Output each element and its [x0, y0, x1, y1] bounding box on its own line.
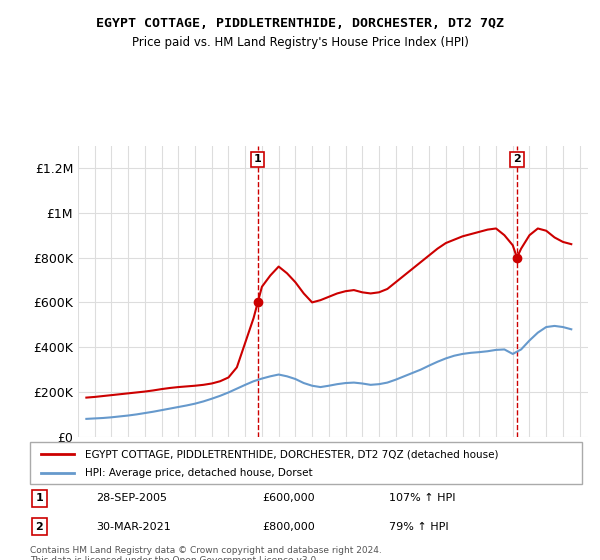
Text: Price paid vs. HM Land Registry's House Price Index (HPI): Price paid vs. HM Land Registry's House …	[131, 36, 469, 49]
Text: 2: 2	[35, 521, 43, 531]
Text: Contains HM Land Registry data © Crown copyright and database right 2024.
This d: Contains HM Land Registry data © Crown c…	[30, 546, 382, 560]
Text: 79% ↑ HPI: 79% ↑ HPI	[389, 521, 448, 531]
Text: EGYPT COTTAGE, PIDDLETRENTHIDE, DORCHESTER, DT2 7QZ: EGYPT COTTAGE, PIDDLETRENTHIDE, DORCHEST…	[96, 17, 504, 30]
Text: EGYPT COTTAGE, PIDDLETRENTHIDE, DORCHESTER, DT2 7QZ (detached house): EGYPT COTTAGE, PIDDLETRENTHIDE, DORCHEST…	[85, 449, 499, 459]
Text: £800,000: £800,000	[262, 521, 314, 531]
Text: HPI: Average price, detached house, Dorset: HPI: Average price, detached house, Dors…	[85, 468, 313, 478]
Text: £600,000: £600,000	[262, 493, 314, 503]
FancyBboxPatch shape	[30, 442, 582, 484]
Text: 107% ↑ HPI: 107% ↑ HPI	[389, 493, 455, 503]
Text: 2: 2	[513, 155, 521, 164]
Text: 1: 1	[35, 493, 43, 503]
Text: 1: 1	[254, 155, 262, 164]
Text: 28-SEP-2005: 28-SEP-2005	[96, 493, 167, 503]
Text: 30-MAR-2021: 30-MAR-2021	[96, 521, 171, 531]
